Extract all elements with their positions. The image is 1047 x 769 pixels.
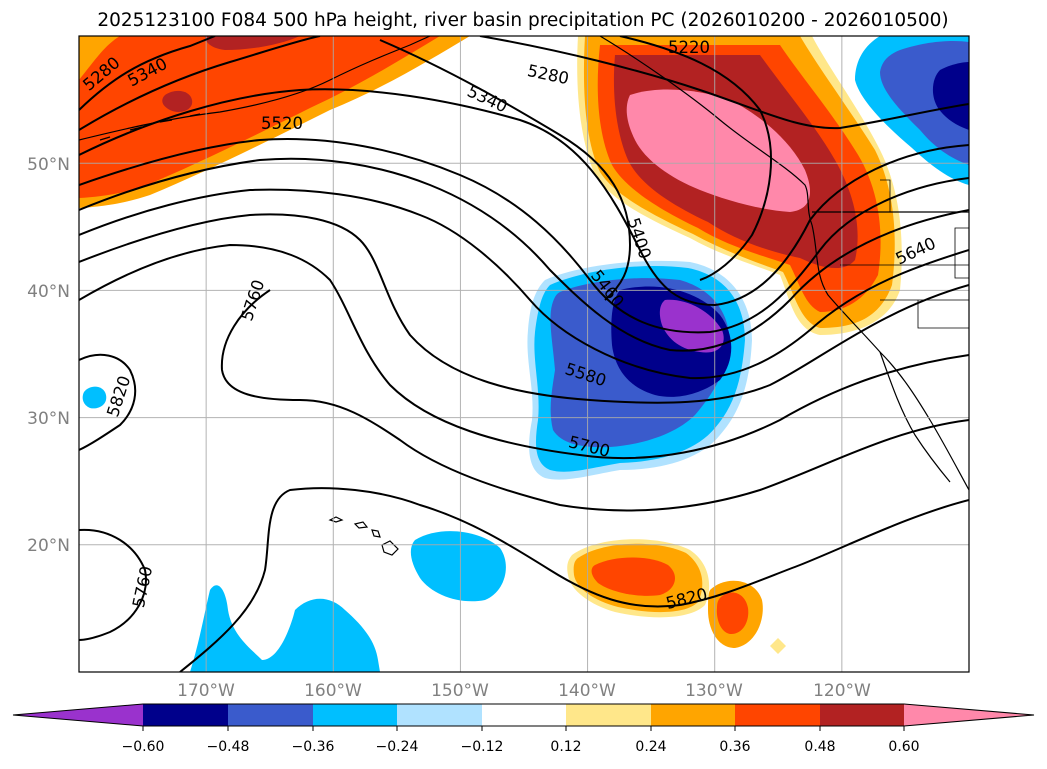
contour-5760-south — [79, 528, 147, 641]
colorbar-tick-label: −0.24 — [376, 739, 419, 755]
map-panel: 5280 5340 5520 5220 5280 5340 5400 5460 … — [27, 35, 970, 701]
contour-5760 — [220, 289, 969, 512]
coast-bc — [599, 36, 813, 226]
contour-5280-north — [479, 36, 969, 130]
colorbar-extend-max — [904, 704, 1034, 726]
shade-subtrop-red — [591, 557, 675, 596]
colorbar-tick-label: 0.24 — [635, 739, 666, 755]
lat-label: 20°N — [27, 536, 70, 556]
contour-5220 — [619, 36, 772, 281]
lon-label: 120°W — [813, 681, 871, 701]
lat-label: 40°N — [27, 282, 70, 302]
shade-islet-red — [716, 592, 749, 635]
contour-5820-west — [79, 353, 137, 451]
lon-label: 170°W — [177, 681, 235, 701]
contour-5280-west — [79, 36, 216, 111]
colorbar-tick-label: 0.12 — [550, 739, 581, 755]
shade-east-navy — [932, 62, 969, 130]
colorbar-swatch — [482, 704, 566, 726]
colorbar-swatch — [651, 704, 735, 726]
colorbar-tick-label: 0.60 — [888, 739, 919, 755]
colorbar-tick-label: −0.36 — [292, 739, 335, 755]
shade-northwest-darkred — [205, 36, 300, 50]
colorbar-extend-min — [13, 704, 143, 726]
contour-5700 — [79, 243, 969, 460]
lon-label: 160°W — [304, 681, 362, 701]
lat-label: 30°N — [27, 409, 70, 429]
lon-label: 130°W — [685, 681, 743, 701]
map-frame — [78, 35, 970, 673]
figure-title: 2025123100 F084 500 hPa height, river ba… — [97, 10, 948, 31]
colorbar-swatch — [313, 704, 397, 726]
shade-dateline-cyan — [82, 386, 107, 409]
colorbar-swatch — [566, 704, 651, 726]
colorbar-tick-label: 0.36 — [719, 739, 750, 755]
height-contours — [79, 36, 969, 672]
lon-label: 150°W — [431, 681, 489, 701]
contour-5340-west — [79, 36, 321, 131]
colorbar-swatch — [228, 704, 313, 726]
contour-5520 — [79, 157, 969, 352]
contour-label: 5220 — [668, 38, 710, 57]
contour-5640 — [79, 213, 969, 404]
contour-5340-north — [379, 39, 632, 301]
shade-central-purple — [659, 299, 724, 353]
colorbar: −0.60 −0.48 −0.36 −0.24 −0.12 0.12 0.24 … — [12, 703, 1035, 755]
lon-label: 140°W — [558, 681, 616, 701]
lat-labels: 50°N 40°N 30°N 20°N — [27, 155, 70, 556]
contour-5580 — [79, 188, 969, 380]
colorbar-tick-label: −0.48 — [207, 739, 250, 755]
contour-label: 5520 — [261, 114, 303, 133]
lon-labels: 170°W 160°W 150°W 140°W 130°W 120°W — [177, 681, 871, 701]
coastlines — [79, 36, 969, 556]
colorbar-swatch — [397, 704, 482, 726]
shade-south-cyan — [190, 585, 380, 672]
coast-aleutians — [99, 113, 201, 141]
colorbar-tick-labels: −0.60 −0.48 −0.36 −0.24 −0.12 0.12 0.24 … — [122, 739, 920, 755]
colorbar-ticks — [142, 726, 905, 731]
shade-dot-yellow — [770, 638, 786, 654]
graticule — [79, 36, 969, 672]
coast-baja — [879, 351, 951, 483]
colorbar-swatch — [143, 704, 228, 726]
contour-5400 — [79, 88, 969, 307]
shade-hawaii-cyan — [410, 531, 506, 602]
coast-alaska — [79, 36, 431, 141]
colorbar-swatch — [820, 704, 904, 726]
colorbar-tick-label: −0.12 — [461, 739, 504, 755]
shade-northeast-pink — [626, 89, 810, 212]
colorbar-swatch — [735, 704, 820, 726]
coast-hawaii — [328, 516, 399, 556]
colorbar-tick-label: −0.60 — [122, 739, 165, 755]
contour-5460 — [79, 138, 969, 334]
contour-5820-south — [179, 487, 969, 672]
shade-northwest-darkred-2 — [162, 90, 193, 112]
colorbar-tick-label: 0.48 — [804, 739, 835, 755]
lat-label: 50°N — [27, 155, 70, 175]
